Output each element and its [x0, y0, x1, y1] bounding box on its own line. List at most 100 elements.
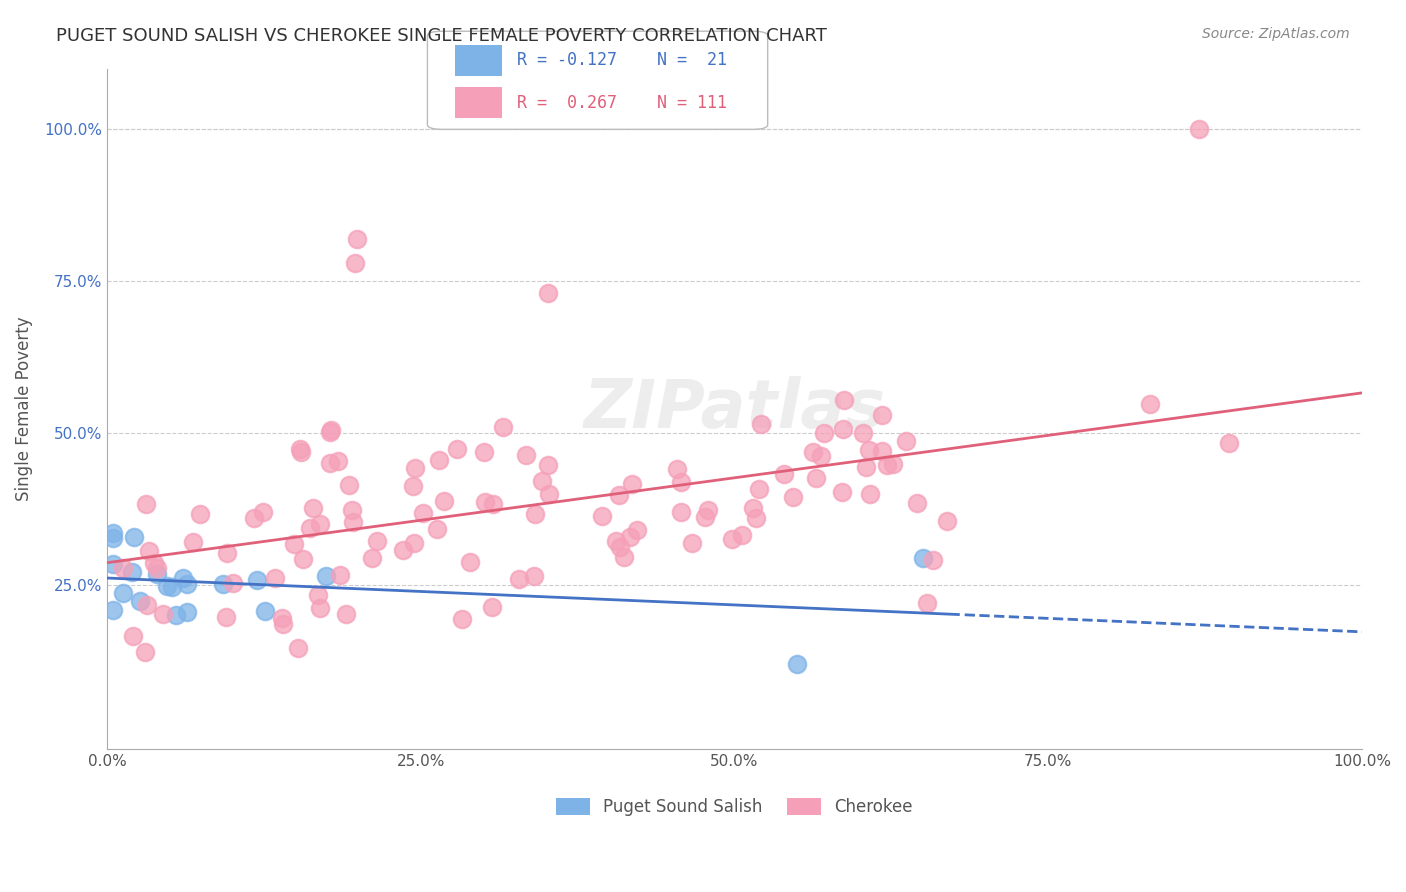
Point — [302, 500, 325, 515]
Point — [252, 505, 274, 519]
Point — [335, 607, 357, 622]
Point — [870, 408, 893, 422]
Point — [156, 578, 179, 592]
Point — [215, 546, 238, 560]
Point — [103, 603, 125, 617]
Bar — [456, 87, 502, 118]
Point — [537, 286, 560, 301]
Point — [772, 467, 794, 482]
Point — [337, 477, 360, 491]
Point — [135, 497, 157, 511]
Point — [145, 561, 167, 575]
Y-axis label: Single Female Poverty: Single Female Poverty — [15, 317, 32, 501]
Point — [309, 517, 332, 532]
Point — [392, 542, 415, 557]
Point — [165, 607, 187, 622]
Point — [412, 506, 434, 520]
Point — [619, 530, 641, 544]
Point — [427, 453, 450, 467]
Point — [134, 645, 156, 659]
Point — [741, 501, 763, 516]
Point — [537, 458, 560, 472]
Point — [309, 601, 332, 615]
Text: R =  0.267    N = 111: R = 0.267 N = 111 — [517, 94, 727, 112]
Point — [1218, 436, 1240, 450]
Point — [122, 531, 145, 545]
Point — [612, 549, 634, 564]
Point — [474, 495, 496, 509]
Point — [523, 508, 546, 522]
Point — [907, 496, 929, 510]
Point — [136, 599, 159, 613]
Point — [721, 533, 744, 547]
Point — [481, 600, 503, 615]
Point — [176, 605, 198, 619]
Point — [882, 458, 904, 472]
Legend: Puget Sound Salish, Cherokee: Puget Sound Salish, Cherokee — [550, 791, 920, 822]
Point — [342, 516, 364, 530]
Point — [605, 534, 627, 549]
Point — [911, 551, 934, 566]
Point — [122, 628, 145, 642]
Point — [621, 476, 644, 491]
Point — [665, 461, 688, 475]
Point — [917, 596, 939, 610]
Point — [786, 657, 808, 672]
Point — [748, 482, 770, 496]
Point — [299, 521, 322, 535]
Point — [749, 417, 772, 431]
Point — [103, 557, 125, 571]
Text: PUGET SOUND SALISH VS CHEROKEE SINGLE FEMALE POVERTY CORRELATION CHART: PUGET SOUND SALISH VS CHEROKEE SINGLE FE… — [56, 27, 827, 45]
Point — [290, 442, 312, 457]
Point — [831, 422, 853, 436]
Point — [290, 445, 312, 459]
Point — [340, 503, 363, 517]
Point — [696, 502, 718, 516]
Point — [181, 535, 204, 549]
Point — [530, 475, 553, 489]
FancyBboxPatch shape — [427, 31, 768, 129]
Point — [446, 442, 468, 456]
Point — [626, 523, 648, 537]
Point — [607, 488, 630, 502]
Point — [591, 509, 613, 524]
Point — [103, 532, 125, 546]
Point — [361, 551, 384, 566]
Text: R = -0.127    N =  21: R = -0.127 N = 21 — [517, 51, 727, 69]
Point — [145, 567, 167, 582]
Point — [283, 537, 305, 551]
Point — [270, 611, 292, 625]
Point — [402, 479, 425, 493]
Point — [450, 612, 472, 626]
Point — [111, 561, 134, 575]
Point — [1139, 397, 1161, 411]
Point — [810, 450, 832, 464]
Point — [253, 604, 276, 618]
Point — [894, 434, 917, 449]
Text: Source: ZipAtlas.com: Source: ZipAtlas.com — [1202, 27, 1350, 41]
Point — [508, 572, 530, 586]
Point — [515, 448, 537, 462]
Point — [307, 588, 329, 602]
Point — [319, 425, 342, 440]
Point — [870, 443, 893, 458]
Point — [669, 505, 692, 519]
Point — [291, 551, 314, 566]
Point — [855, 459, 877, 474]
Point — [731, 528, 754, 542]
Point — [346, 232, 368, 246]
Point — [806, 471, 828, 485]
Point — [328, 454, 350, 468]
Point — [858, 442, 880, 457]
Point — [609, 540, 631, 554]
Point — [832, 393, 855, 408]
Point — [172, 571, 194, 585]
Point — [222, 575, 245, 590]
Point — [936, 514, 959, 528]
Point — [472, 444, 495, 458]
Point — [402, 535, 425, 549]
Point — [243, 511, 266, 525]
Bar — [456, 45, 502, 76]
Point — [537, 487, 560, 501]
Point — [1188, 122, 1211, 136]
